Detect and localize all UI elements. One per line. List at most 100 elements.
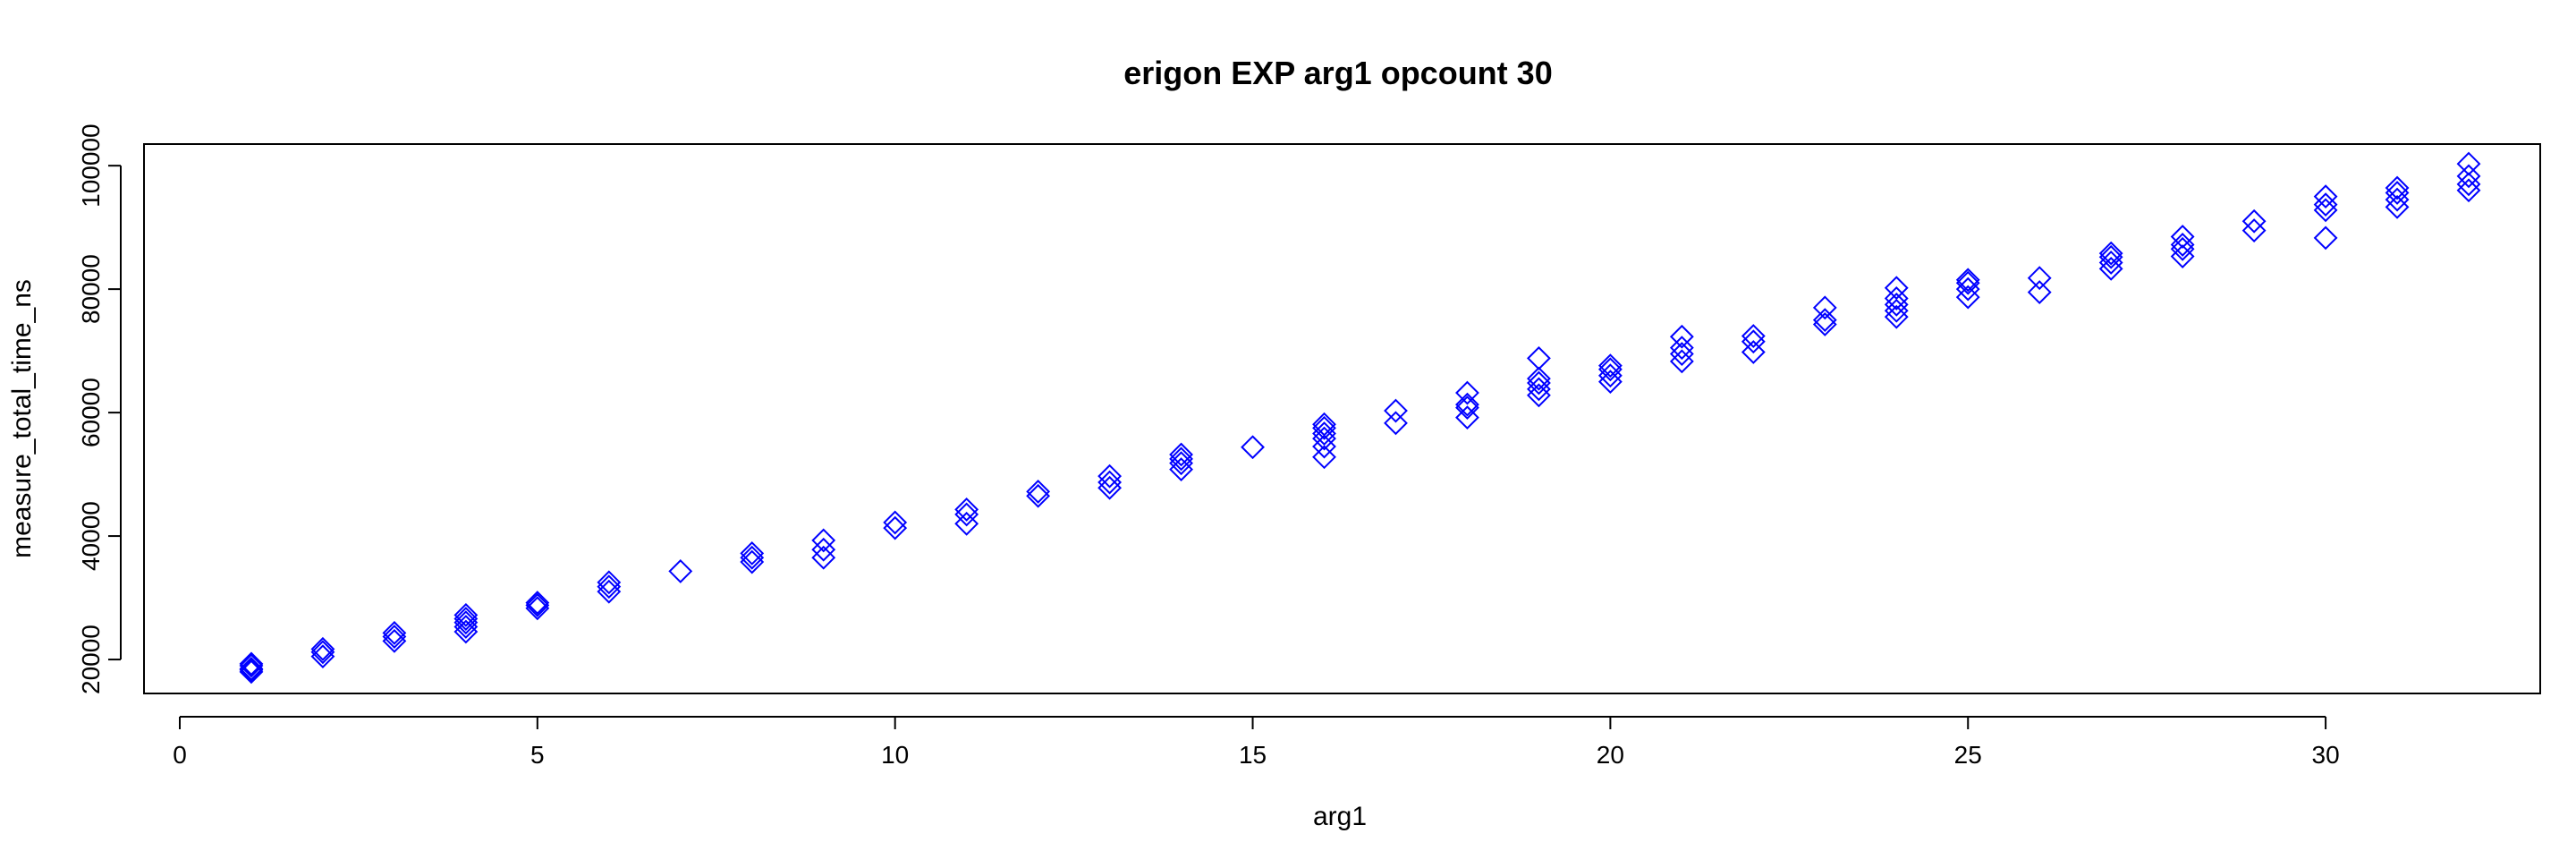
data-point	[1741, 324, 1766, 348]
data-point	[1741, 329, 1766, 354]
data-point	[668, 558, 693, 583]
data-point	[1455, 405, 1479, 430]
data-point	[597, 574, 622, 600]
data-point	[1312, 415, 1336, 440]
data-point	[2456, 172, 2481, 197]
data-point	[1097, 475, 1123, 500]
data-point	[2098, 244, 2123, 269]
data-point	[453, 602, 479, 627]
x-tick-label: 25	[1954, 741, 1982, 769]
data-point	[1884, 298, 1909, 323]
y-tick-label: 20000	[77, 625, 105, 694]
data-point	[1455, 380, 1479, 405]
data-point	[1026, 483, 1051, 508]
data-point	[2098, 241, 2123, 266]
y-axis-label: measure_total_time_ns	[7, 279, 37, 558]
data-point	[2241, 208, 2267, 234]
data-point	[811, 537, 836, 562]
data-point	[1884, 276, 1909, 301]
data-point	[1669, 349, 1694, 374]
y-tick-label: 40000	[77, 501, 105, 571]
data-point	[954, 502, 979, 527]
data-point	[1527, 345, 1551, 370]
data-point	[525, 596, 550, 621]
data-point	[2098, 251, 2123, 275]
data-point	[1812, 295, 1837, 320]
data-point	[239, 651, 264, 676]
data-point	[525, 592, 550, 617]
data-point	[1597, 370, 1623, 395]
data-point	[382, 620, 407, 645]
data-point	[1955, 276, 1980, 302]
data-point	[740, 545, 765, 570]
data-point	[1527, 370, 1551, 395]
data-point	[1312, 445, 1336, 470]
data-point	[2385, 181, 2410, 205]
data-points	[239, 151, 2481, 685]
x-axis-label: arg1	[1313, 802, 1367, 831]
data-point	[1312, 421, 1336, 446]
data-point	[1169, 451, 1193, 476]
data-point	[954, 511, 979, 536]
data-point	[1669, 336, 1694, 361]
data-point	[740, 549, 765, 574]
data-point	[2385, 175, 2410, 200]
chart-title: erigon EXP arg1 opcount 30	[1123, 55, 1552, 91]
data-point	[2027, 266, 2052, 291]
data-point	[954, 497, 979, 522]
data-point	[1741, 340, 1766, 364]
x-tick-label: 15	[1239, 741, 1267, 769]
data-point	[1384, 398, 1408, 423]
data-point	[310, 636, 335, 661]
x-axis: 0 5 10 15 20 25 30	[173, 716, 2340, 769]
data-point	[1527, 383, 1551, 408]
data-point	[1169, 447, 1193, 472]
data-point	[1312, 426, 1336, 451]
data-point	[1884, 292, 1909, 317]
data-point	[239, 658, 264, 683]
data-point	[597, 570, 622, 595]
data-point	[1669, 324, 1694, 349]
data-point	[2456, 151, 2481, 176]
data-point	[1812, 312, 1837, 336]
data-point	[310, 640, 335, 665]
x-tick-label: 20	[1597, 741, 1624, 769]
data-point	[2170, 225, 2195, 249]
data-point	[1884, 286, 1909, 310]
data-point	[1955, 270, 1980, 295]
plot-frame	[143, 143, 2541, 694]
data-point	[883, 510, 908, 535]
data-point	[1455, 395, 1479, 420]
data-point	[382, 625, 407, 649]
data-point	[1527, 366, 1551, 391]
data-point	[525, 591, 550, 616]
data-point	[811, 528, 836, 553]
data-point	[883, 515, 908, 540]
data-point	[1312, 412, 1336, 437]
data-point	[2170, 236, 2195, 261]
data-point	[453, 619, 479, 644]
data-point	[1597, 357, 1623, 382]
x-tick-label: 30	[2312, 741, 2340, 769]
x-tick-label: 0	[173, 741, 187, 769]
data-point	[1597, 353, 1623, 378]
data-point	[2313, 225, 2338, 251]
data-point	[740, 540, 765, 566]
data-point	[2241, 218, 2267, 242]
x-tick-label: 5	[530, 741, 545, 769]
data-point	[239, 653, 264, 678]
data-point	[2456, 164, 2481, 189]
data-point	[1955, 268, 1980, 293]
data-point	[597, 579, 622, 604]
data-point	[1384, 411, 1408, 436]
data-point	[453, 607, 479, 631]
data-point	[1812, 308, 1837, 333]
data-point	[2313, 184, 2338, 209]
y-tick-label: 100000	[77, 123, 105, 207]
data-point	[2313, 198, 2338, 223]
data-point	[2456, 178, 2481, 203]
y-tick-label: 60000	[77, 378, 105, 447]
data-point	[1097, 464, 1123, 489]
data-point	[1455, 392, 1479, 417]
